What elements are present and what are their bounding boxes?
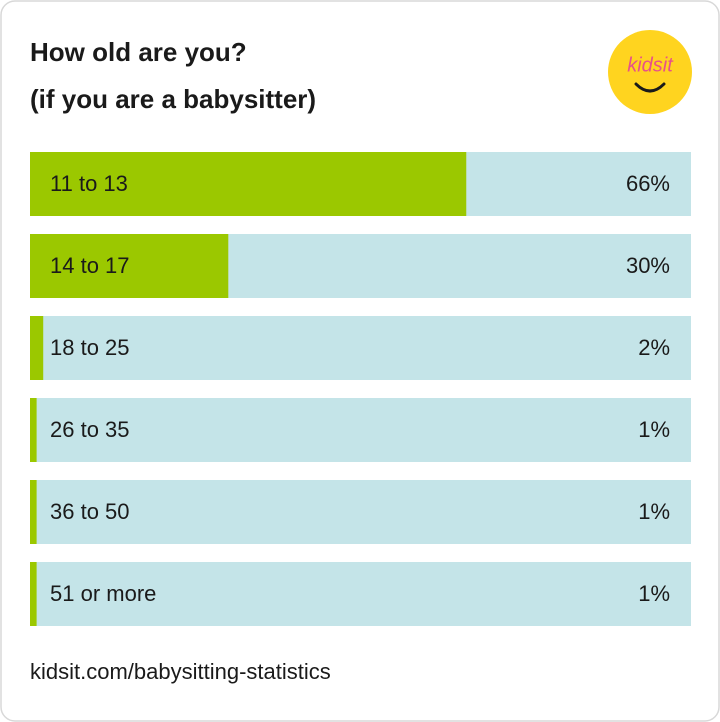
category-label: 51 or more: [50, 581, 156, 606]
bar-track: [30, 316, 691, 380]
bar-track: [30, 480, 691, 544]
logo-text: kidsit: [627, 54, 674, 76]
bar: [30, 234, 229, 298]
bar: [30, 480, 37, 544]
bar: [30, 152, 467, 216]
category-label: 26 to 35: [50, 417, 130, 442]
logo: kidsit: [608, 30, 692, 114]
value-label: 30%: [626, 253, 670, 278]
value-label: 2%: [638, 335, 670, 360]
value-label: 1%: [638, 499, 670, 524]
value-label: 1%: [638, 417, 670, 442]
category-label: 11 to 13: [50, 171, 128, 196]
category-label: 14 to 17: [50, 253, 130, 278]
bar-track: [30, 398, 691, 462]
logo-smile: [634, 82, 666, 93]
bar-track: [30, 562, 691, 626]
bar: [30, 398, 37, 462]
bar: [30, 316, 44, 380]
value-label: 1%: [638, 581, 670, 606]
category-label: 18 to 25: [50, 335, 130, 360]
category-label: 36 to 50: [50, 499, 130, 524]
chart-subtitle: (if you are a babysitter): [30, 84, 316, 114]
value-label: 66%: [626, 171, 670, 196]
chart-title: How old are you?: [30, 37, 247, 67]
source: kidsit.com/babysitting-statistics: [30, 659, 331, 684]
bar: [30, 562, 37, 626]
logo-circle: [608, 30, 692, 114]
